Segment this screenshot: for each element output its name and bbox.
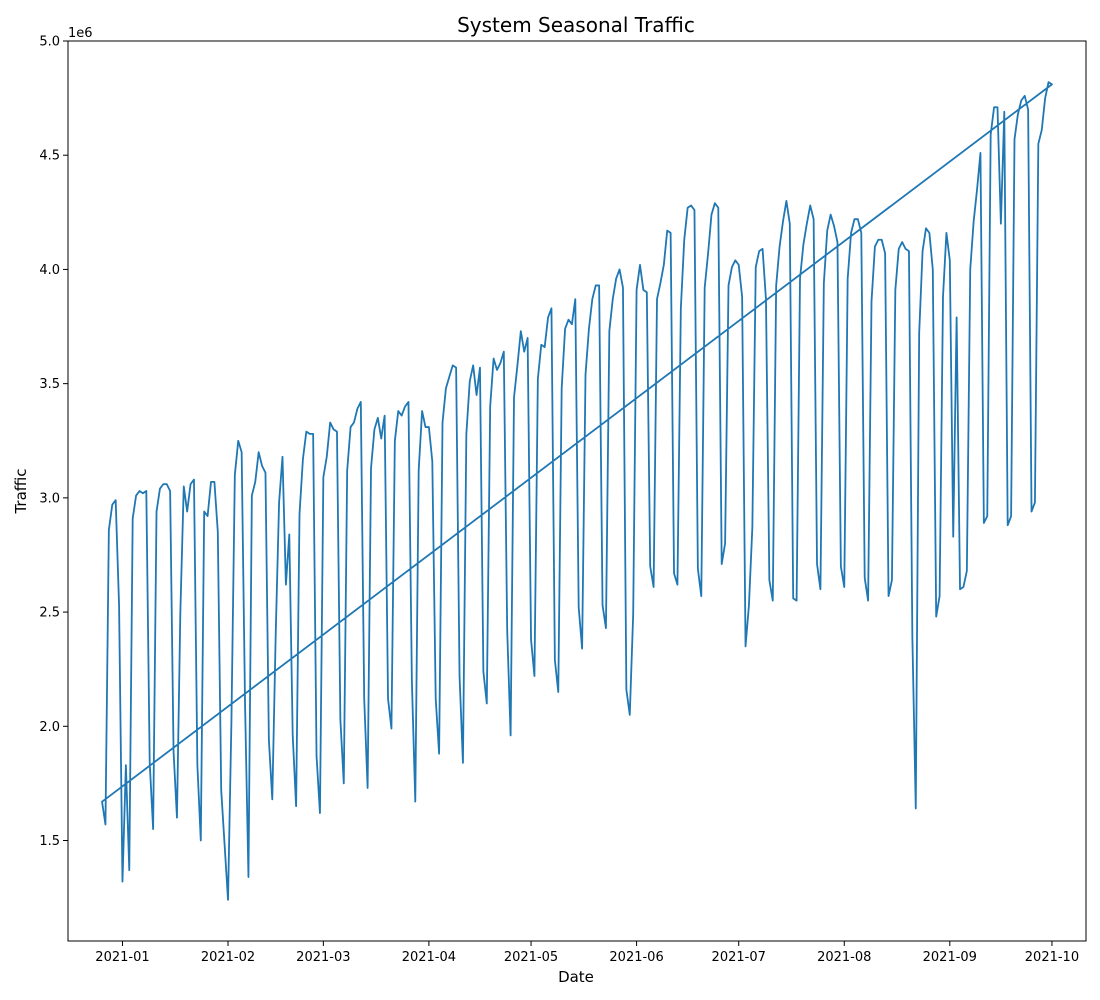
y-tick-label: 5.0 [39,35,60,50]
y-tick-label: 4.0 [39,263,60,278]
y-tick-label: 3.5 [39,377,60,392]
y-tick-label: 2.5 [39,606,60,621]
x-tick-label: 2021-04 [402,950,456,965]
y-axis-label: Traffic [12,468,30,514]
x-tick-label: 2021-08 [817,950,871,965]
x-tick-label: 2021-05 [504,950,558,965]
x-tick-label: 2021-07 [712,950,766,965]
y-axis-ticks: 1.5 2.0 2.5 3.0 3.5 4.0 4.5 5.0 [39,35,68,849]
y-tick-label: 4.5 [39,149,60,164]
axes-frame [67,40,1087,942]
series-line [101,81,1053,901]
x-tick-label: 2021-02 [201,950,255,965]
x-axis-label: Date [558,968,594,986]
x-tick-label: 2021-03 [296,950,350,965]
y-tick-label: 1.5 [39,834,60,849]
plot-area [101,81,1053,901]
y-offset-label: 1e6 [68,26,93,41]
x-tick-label: 2021-06 [609,950,663,965]
x-axis-ticks: 2021-01 2021-02 2021-03 2021-04 2021-05 2021-… [95,941,1079,965]
x-tick-label: 2021-09 [923,950,977,965]
y-tick-label: 3.0 [39,491,60,506]
x-tick-label: 2021-01 [95,950,149,965]
chart-title: System Seasonal Traffic [457,13,695,37]
x-tick-label: 2021-10 [1025,950,1079,965]
y-tick-label: 2.0 [39,720,60,735]
